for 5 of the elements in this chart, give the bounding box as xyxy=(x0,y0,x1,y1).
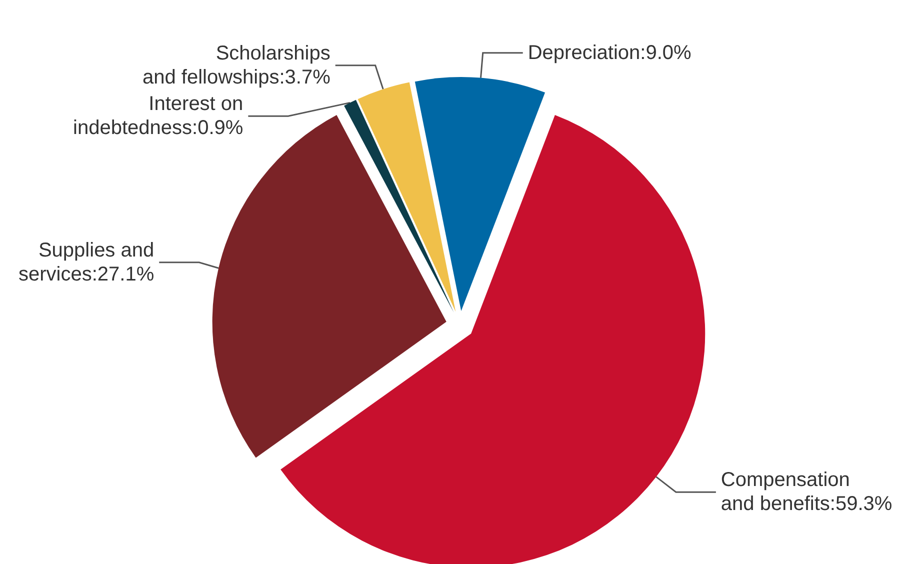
slice-label: Interest on indebtedness:0.9% xyxy=(73,93,244,140)
slice-label: Depreciation:9.0% xyxy=(528,42,692,64)
slice-label: Compensation and benefits:59.3% xyxy=(720,469,892,516)
slice-label: Supplies and services:27.1% xyxy=(18,239,154,286)
slice-label: Scholarships and fellowships:3.7% xyxy=(142,42,331,88)
